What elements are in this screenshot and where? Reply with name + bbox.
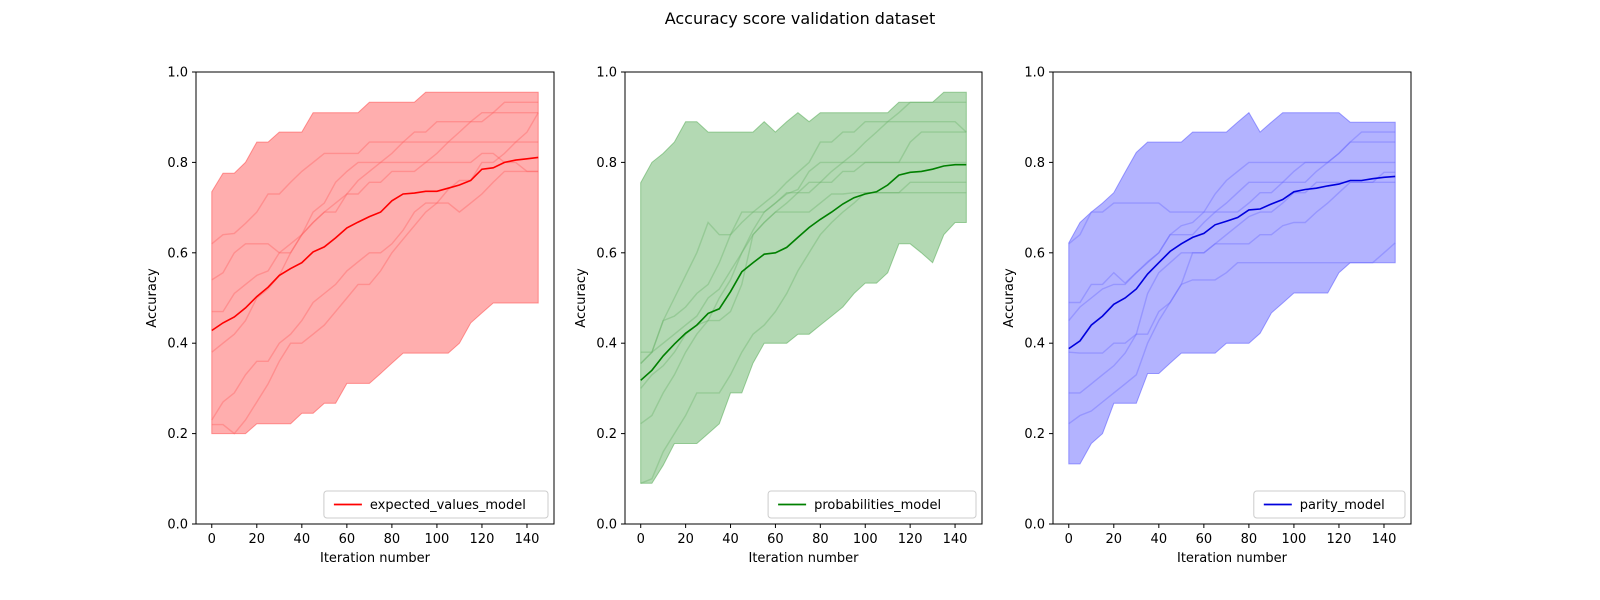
x-tick-label: 0: [637, 532, 645, 547]
x-tick-label: 20: [1106, 532, 1123, 547]
legend-label: probabilities_model: [814, 498, 941, 513]
run-line-6: [1068, 242, 1396, 425]
axes-frame: [195, 71, 555, 525]
mean-line: [211, 156, 539, 332]
run-line-5: [211, 112, 539, 421]
run-line-3: [640, 191, 967, 425]
run-line-2: [211, 152, 539, 281]
x-tick-label: 60: [767, 532, 784, 547]
x-tick-label: 80: [384, 532, 401, 547]
y-tick-label: 0.0: [167, 518, 188, 533]
x-tick-label: 100: [853, 532, 878, 547]
x-tick-label: 40: [1151, 532, 1168, 547]
axes-frame: [624, 71, 983, 525]
run-line-2: [640, 120, 967, 364]
legend: expected_values_model: [323, 490, 549, 519]
y-tick-label: 0.8: [167, 156, 188, 171]
mean-line: [640, 163, 967, 381]
x-tick-label: 120: [470, 532, 495, 547]
legend: parity_model: [1253, 490, 1406, 519]
legend: probabilities_model: [767, 490, 977, 519]
y-axis-label: Accuracy: [145, 268, 160, 328]
x-axis-label: Iteration number: [1177, 551, 1288, 566]
y-tick-label: 0.4: [167, 337, 188, 352]
x-axis-label: Iteration number: [748, 551, 859, 566]
band-area: [211, 91, 539, 435]
subplot-expected-values: 0 20 40 60 80 100 120 140 0.0 0.2 0.4 0.6 0.8 1.0 Iter…: [145, 66, 555, 566]
figure-title: Accuracy score validation dataset: [664, 9, 936, 28]
x-tick-label: 40: [722, 532, 739, 547]
y-tick-label: 0.0: [596, 518, 617, 533]
y-tick-label: 0.4: [596, 337, 617, 352]
y-tick-label: 0.6: [167, 246, 188, 261]
run-line-3: [1068, 131, 1396, 322]
x-tick-label: 140: [515, 532, 540, 547]
x-tick-label: 40: [294, 532, 311, 547]
y-tick-label: 0.2: [167, 427, 188, 442]
y-tick-label: 0.2: [1024, 427, 1045, 442]
y-tick-label: 1.0: [596, 66, 617, 81]
y-tick-label: 0.6: [596, 246, 617, 261]
legend-box: [767, 490, 977, 519]
x-tick-label: 0: [1065, 532, 1073, 547]
x-tick-label: 0: [208, 532, 216, 547]
subplot-probabilities: 0 20 40 60 80 100 120 140 0.0 0.2 0.4 0.6 0.8 1.0 Iter…: [574, 66, 983, 566]
x-tick-label: 120: [1327, 532, 1352, 547]
run-line-1: [1068, 141, 1396, 245]
run-line-6: [211, 170, 539, 435]
run-line-1: [211, 141, 539, 245]
band-area: [640, 91, 967, 484]
x-tick-label: 140: [943, 532, 968, 547]
y-axis-label: Accuracy: [1002, 268, 1017, 328]
legend-box: [1253, 490, 1406, 519]
run-line-5: [1068, 171, 1396, 394]
legend-label: parity_model: [1300, 498, 1385, 513]
y-tick-label: 0.6: [1024, 246, 1045, 261]
y-tick-label: 1.0: [1024, 66, 1045, 81]
legend-label: expected_values_model: [370, 498, 526, 513]
x-axis-label: Iteration number: [320, 551, 431, 566]
y-axis-label: Accuracy: [574, 268, 589, 328]
y-tick-label: 0.8: [1024, 156, 1045, 171]
subplot-parity: 0 20 40 60 80 100 120 140 0.0 0.2 0.4 0.6 0.8 1.0 Iter…: [1002, 66, 1412, 566]
x-tick-label: 20: [677, 532, 694, 547]
run-line-4: [640, 181, 967, 484]
run-line-3: [211, 101, 539, 313]
x-tick-label: 20: [249, 532, 266, 547]
y-tick-label: 0.0: [1024, 518, 1045, 533]
y-tick-label: 1.0: [167, 66, 188, 81]
run-line-5: [640, 161, 967, 364]
legend-box: [323, 490, 549, 519]
x-tick-label: 60: [339, 532, 356, 547]
axes-frame: [1052, 71, 1412, 525]
y-tick-label: 0.8: [596, 156, 617, 171]
x-tick-label: 80: [1241, 532, 1258, 547]
x-tick-label: 100: [425, 532, 450, 547]
run-line-2: [1068, 161, 1396, 304]
mean-line: [1068, 175, 1396, 350]
x-tick-label: 100: [1282, 532, 1307, 547]
x-tick-label: 80: [812, 532, 829, 547]
run-line-4: [211, 111, 539, 353]
run-line-1: [640, 131, 967, 353]
x-tick-label: 120: [898, 532, 923, 547]
x-tick-label: 60: [1196, 532, 1213, 547]
x-tick-label: 140: [1372, 532, 1397, 547]
y-tick-label: 0.4: [1024, 337, 1045, 352]
band-area: [1068, 111, 1396, 465]
y-tick-label: 0.2: [596, 427, 617, 442]
run-line-4: [1068, 181, 1396, 354]
